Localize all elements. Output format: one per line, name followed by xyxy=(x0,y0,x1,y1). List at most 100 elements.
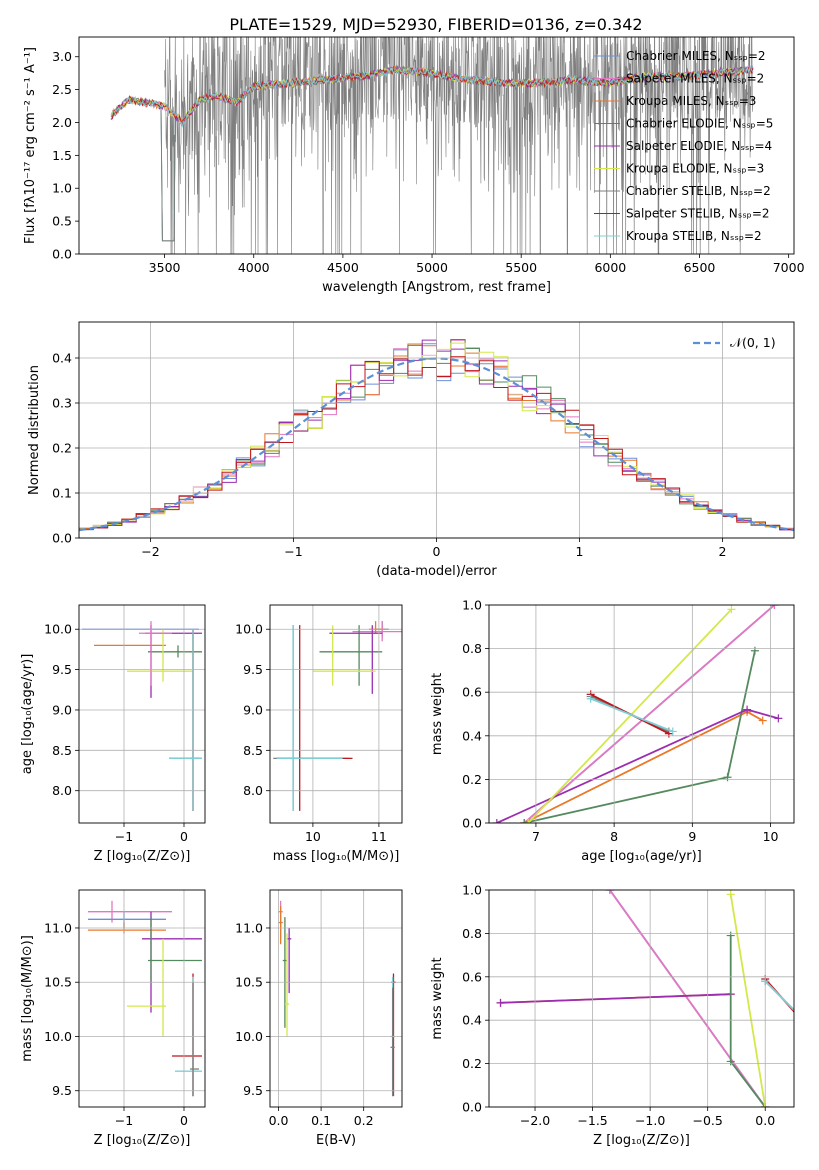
chart-age_vs_Z: −1 0 8.0 8.5 9.0 9.5 10.0 Z [log₁₀(Z/Z⊙)] age [l… xyxy=(20,604,206,864)
y-tick-label: 0.4 xyxy=(462,1013,482,1028)
y-tick-label: 9.0 xyxy=(52,702,72,717)
marker-plus xyxy=(605,890,614,894)
y-tick-label: 1.0 xyxy=(462,883,482,898)
y-tick-label: 8.5 xyxy=(243,743,263,758)
x-tick-label: 4500 xyxy=(327,260,359,275)
y-tick-label: 10.0 xyxy=(44,1029,72,1044)
weight-line xyxy=(764,980,794,1012)
chart-residuals: −2 −1 0 1 2 0.0 0.1 0.2 0.3 0.4 (data-model)/error… xyxy=(27,321,795,579)
legend-label: Kroupa MILES, Nₛₛₚ=3 xyxy=(626,94,756,108)
marker-plus xyxy=(774,714,783,723)
x-axis-label: E(B-V) xyxy=(316,1133,356,1148)
y-tick-label: 2.5 xyxy=(52,82,72,97)
plot-area xyxy=(492,605,783,823)
chart-age_vs_mass: 10 11 8.0 8.5 9.0 9.5 10.0 mass [log₁₀(M/M⊙)] xyxy=(235,604,403,864)
y-tick-label: 9.5 xyxy=(52,662,72,677)
x-tick-label: −1 xyxy=(115,1113,133,1128)
y-tick-label: 0.0 xyxy=(462,816,482,831)
axes-frame xyxy=(488,889,795,1108)
x-axis-label: age [log₁₀(age/yr)] xyxy=(581,849,702,864)
y-tick-label: 2.0 xyxy=(52,115,72,130)
y-tick-label: 9.5 xyxy=(243,1083,263,1098)
x-tick-label: 8 xyxy=(610,829,618,844)
y-tick-label: 0.8 xyxy=(462,641,482,656)
marker-plus xyxy=(726,1057,735,1066)
plot-area xyxy=(110,37,754,254)
marker-plus xyxy=(496,998,505,1007)
y-tick-label: 0.1 xyxy=(52,486,72,501)
y-tick-label: 10.0 xyxy=(235,1029,263,1044)
marker-plus xyxy=(726,931,735,940)
x-tick-label: −0.5 xyxy=(692,1113,722,1128)
legend-label: 𝒩(0, 1) xyxy=(730,335,776,350)
y-tick-label: 0.0 xyxy=(52,247,72,262)
legend-label: Kroupa STELIB, Nₛₛₚ=2 xyxy=(626,229,762,243)
chart-mass_vs_ebv: 0.0 0.1 0.2 9.5 10.0 10.5 11.0 E(B-V) xyxy=(235,889,403,1148)
y-tick-label: 0.6 xyxy=(462,969,482,984)
weight-line xyxy=(590,697,674,733)
weight-line xyxy=(609,890,766,1107)
weight-line xyxy=(523,605,775,823)
x-tick-label: 0 xyxy=(433,544,441,559)
x-tick-label: 0 xyxy=(180,1113,188,1128)
x-tick-label: 5000 xyxy=(416,260,448,275)
legend-label: Chabrier ELODIE, Nₛₛₚ=5 xyxy=(626,117,773,131)
y-tick-label: 0.6 xyxy=(462,685,482,700)
y-tick-label: 10.0 xyxy=(235,622,263,637)
x-axis-label: Z [log₁₀(Z/Z⊙)] xyxy=(94,849,191,864)
axes-frame xyxy=(488,604,795,824)
x-tick-label: −1.0 xyxy=(635,1113,665,1128)
y-axis-label: Flux [fλ10⁻¹⁷ erg cm⁻² s⁻¹ A⁻¹] xyxy=(23,47,38,244)
axes-frame xyxy=(78,36,795,255)
figure-title: PLATE=1529, MJD=52930, FIBERID=0136, z=0… xyxy=(229,15,642,34)
x-tick-label: 7 xyxy=(532,829,540,844)
marker-plus xyxy=(520,819,529,823)
weight-line xyxy=(523,710,764,823)
marker-plus xyxy=(758,716,767,725)
x-tick-label: 6500 xyxy=(684,260,716,275)
x-axis-label: Z [log₁₀(Z/Z⊙)] xyxy=(593,1133,690,1148)
x-axis-label: (data-model)/error xyxy=(376,564,497,579)
marker-plus xyxy=(750,646,759,655)
y-tick-label: 8.0 xyxy=(243,783,263,798)
marker-plus xyxy=(668,727,677,736)
y-tick-label: 0.0 xyxy=(52,531,72,546)
x-tick-label: 5500 xyxy=(505,260,537,275)
y-tick-label: 3.0 xyxy=(52,49,72,64)
x-tick-label: −2.0 xyxy=(520,1113,550,1128)
marker-plus xyxy=(796,1012,804,1020)
marker-plus xyxy=(586,694,595,703)
x-axis-label: Z [log₁₀(Z/Z⊙)] xyxy=(94,1133,191,1148)
observed-spectrum xyxy=(164,37,754,254)
y-tick-label: 0.2 xyxy=(52,441,72,456)
y-tick-label: 10.0 xyxy=(44,622,72,637)
y-tick-label: 0.3 xyxy=(52,396,72,411)
marker-plus xyxy=(492,819,501,823)
chart-weight_vs_Z: −2.0 −1.5 −1.0 −0.5 0.0 0.0 0.2 0.4 0.6 0.8 1.0 Z [… xyxy=(430,883,804,1148)
weight-line xyxy=(524,650,756,823)
weight-line xyxy=(527,608,733,823)
plot-area xyxy=(88,900,202,1097)
x-axis-label: mass [log₁₀(M/M⊙)] xyxy=(273,849,400,864)
y-tick-label: 8.0 xyxy=(52,783,72,798)
x-tick-label: 10 xyxy=(305,829,321,844)
y-tick-label: 10.5 xyxy=(44,975,72,990)
x-tick-label: 0.1 xyxy=(311,1113,331,1128)
x-tick-label: −2 xyxy=(141,544,159,559)
y-tick-label: 11.0 xyxy=(44,920,72,935)
y-axis-label: mass [log₁₀(M/M⊙)] xyxy=(20,935,35,1062)
legend-label: Chabrier MILES, Nₛₛₚ=2 xyxy=(626,49,766,63)
y-tick-label: 8.5 xyxy=(52,743,72,758)
y-tick-label: 10.5 xyxy=(235,975,263,990)
y-tick-label: 9.0 xyxy=(243,702,263,717)
x-tick-label: 11 xyxy=(371,829,387,844)
axes-frame xyxy=(269,889,403,1108)
x-tick-label: 3500 xyxy=(149,260,181,275)
legend-label: Kroupa ELODIE, Nₛₛₚ=3 xyxy=(626,162,764,176)
legend-label: Salpeter ELODIE, Nₛₛₚ=4 xyxy=(626,139,772,153)
y-tick-label: 1.0 xyxy=(52,181,72,196)
y-tick-label: 11.0 xyxy=(235,920,263,935)
y-axis-label: Normed distribution xyxy=(27,365,42,495)
chart-weight_vs_age: 7 8 9 10 0.0 0.2 0.4 0.6 0.8 1.0 age [log₁₀(age/yr… xyxy=(430,598,795,864)
